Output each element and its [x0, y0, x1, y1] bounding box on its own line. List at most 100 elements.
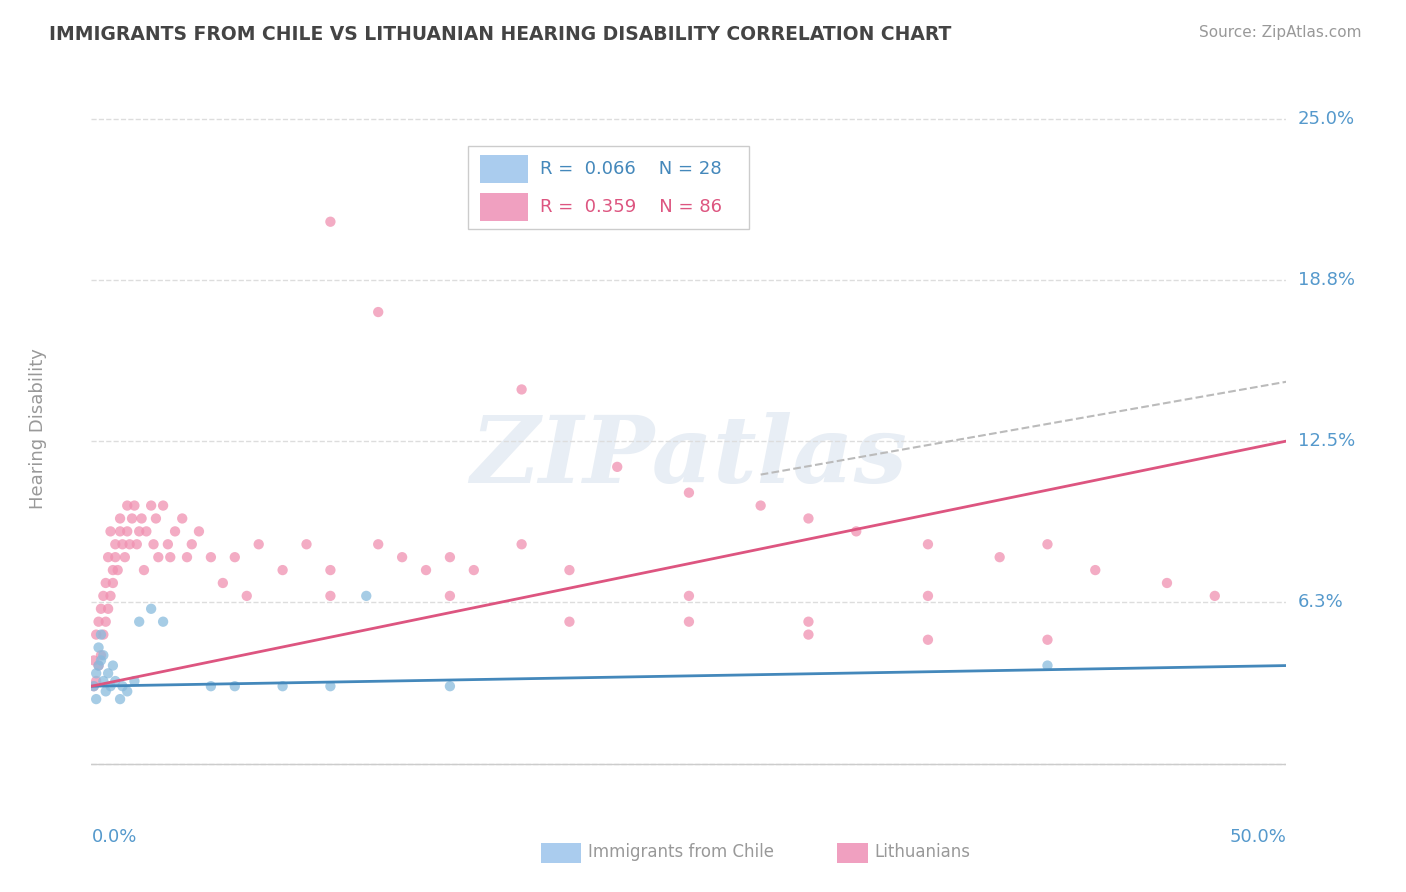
Point: [115, 684, 138, 698]
Text: R =  0.359    N = 86: R = 0.359 N = 86: [540, 198, 721, 216]
Point: [84, 666, 107, 681]
Point: [87, 658, 110, 673]
Point: [100, 589, 122, 603]
Text: 50.0%: 50.0%: [1230, 829, 1286, 847]
Point: [1204, 589, 1226, 603]
Point: [391, 550, 413, 565]
Point: [678, 485, 700, 500]
Point: [988, 550, 1011, 565]
Point: [141, 602, 162, 616]
Point: [84, 692, 107, 706]
Point: [104, 674, 127, 689]
Point: [107, 563, 129, 577]
Point: [135, 524, 157, 539]
Point: [111, 679, 134, 693]
Point: [97, 602, 120, 616]
Point: [510, 383, 533, 397]
Point: [156, 537, 179, 551]
Point: [100, 524, 122, 539]
Point: [200, 550, 222, 565]
Point: [83, 679, 105, 693]
Point: [1036, 632, 1059, 647]
Point: [439, 550, 461, 565]
Point: [87, 615, 110, 629]
Point: [90, 627, 112, 641]
Point: [108, 524, 131, 539]
Point: [124, 499, 146, 513]
Point: [83, 679, 105, 693]
Point: [271, 679, 294, 693]
Point: [142, 537, 165, 551]
Point: [558, 615, 581, 629]
Point: [415, 563, 437, 577]
Point: [354, 589, 377, 603]
Point: [97, 550, 120, 565]
Point: [176, 550, 198, 565]
Point: [100, 679, 122, 693]
Point: [678, 589, 700, 603]
Point: [1084, 563, 1107, 577]
Point: [558, 563, 581, 577]
Point: [104, 550, 127, 565]
Point: [121, 511, 143, 525]
Text: Immigrants from Chile: Immigrants from Chile: [588, 843, 773, 861]
Point: [90, 653, 112, 667]
Text: IMMIGRANTS FROM CHILE VS LITHUANIAN HEARING DISABILITY CORRELATION CHART: IMMIGRANTS FROM CHILE VS LITHUANIAN HEAR…: [49, 25, 952, 44]
Point: [367, 537, 389, 551]
Point: [319, 589, 342, 603]
Point: [115, 524, 138, 539]
Point: [101, 658, 124, 673]
Text: 25.0%: 25.0%: [1298, 110, 1355, 128]
Point: [163, 524, 186, 539]
Point: [295, 537, 318, 551]
Point: [187, 524, 211, 539]
Point: [93, 627, 114, 641]
Point: [797, 615, 820, 629]
FancyBboxPatch shape: [479, 194, 527, 221]
Point: [211, 576, 233, 591]
Text: 0.0%: 0.0%: [91, 829, 136, 847]
Point: [111, 537, 134, 551]
Text: Source: ZipAtlas.com: Source: ZipAtlas.com: [1198, 25, 1361, 40]
Point: [93, 589, 114, 603]
FancyBboxPatch shape: [479, 155, 527, 183]
Point: [319, 679, 342, 693]
Point: [271, 563, 294, 577]
Point: [118, 537, 141, 551]
FancyBboxPatch shape: [468, 146, 748, 229]
Point: [180, 537, 202, 551]
Point: [101, 576, 124, 591]
Text: ZIPatlas: ZIPatlas: [471, 412, 907, 502]
Point: [132, 563, 155, 577]
Point: [463, 563, 485, 577]
Point: [172, 511, 194, 525]
Point: [152, 499, 174, 513]
Point: [104, 537, 127, 551]
Point: [84, 627, 107, 641]
Point: [1036, 537, 1059, 551]
Point: [224, 679, 246, 693]
Point: [152, 615, 174, 629]
Point: [114, 550, 136, 565]
Point: [141, 499, 162, 513]
Point: [125, 537, 148, 551]
Point: [101, 563, 124, 577]
Point: [797, 511, 820, 525]
Text: 6.3%: 6.3%: [1298, 593, 1343, 611]
Point: [84, 674, 107, 689]
Point: [1156, 576, 1178, 591]
Point: [235, 589, 259, 603]
Text: 18.8%: 18.8%: [1298, 271, 1354, 289]
Point: [606, 459, 628, 474]
Point: [319, 563, 342, 577]
Point: [200, 679, 222, 693]
Point: [131, 511, 153, 525]
Point: [439, 589, 461, 603]
Point: [90, 602, 112, 616]
Point: [128, 615, 150, 629]
Point: [145, 511, 167, 525]
Point: [93, 674, 114, 689]
Point: [439, 679, 461, 693]
Point: [115, 499, 138, 513]
Point: [1036, 658, 1059, 673]
